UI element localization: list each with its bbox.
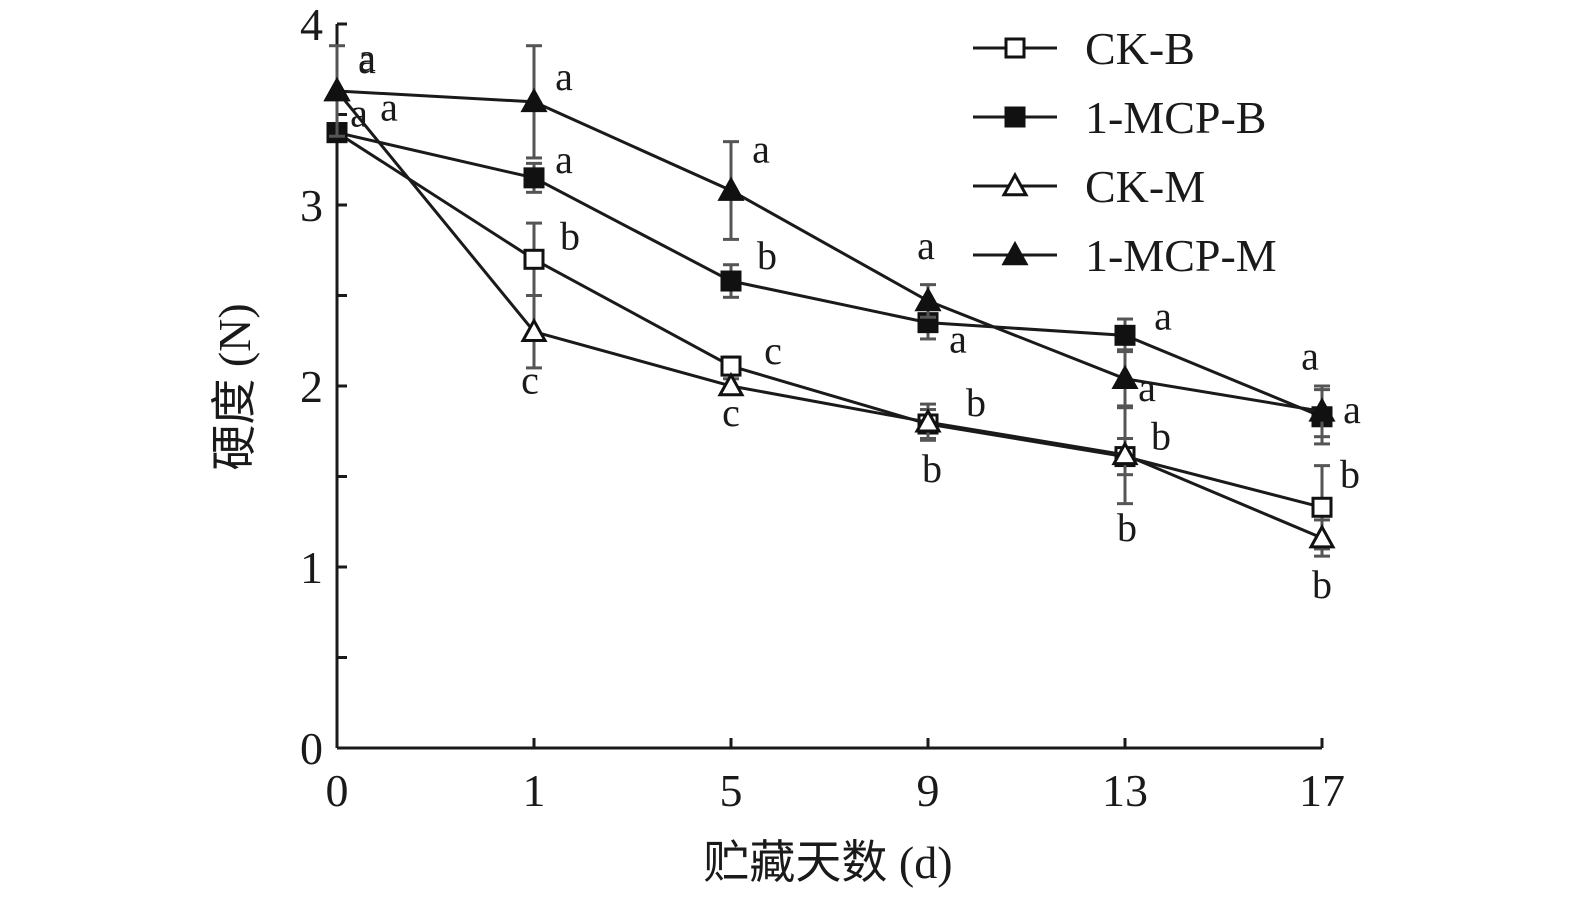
significance-label: b bbox=[1117, 505, 1137, 550]
significance-label: b bbox=[966, 380, 986, 425]
significance-label: b bbox=[922, 446, 942, 491]
data-point bbox=[914, 408, 942, 433]
y-tick-label: 1 bbox=[300, 542, 323, 593]
significance-label: a bbox=[917, 223, 935, 268]
legend-item: CK-M bbox=[973, 161, 1205, 212]
x-axis-title: 贮藏天数 (d) bbox=[703, 837, 952, 888]
data-point bbox=[520, 317, 548, 342]
legend: CK-B 1-MCP-B CK-M 1-MCP-M bbox=[973, 23, 1277, 281]
data-point bbox=[717, 176, 745, 201]
significance-label: a bbox=[1138, 365, 1156, 410]
data-point bbox=[1111, 364, 1139, 390]
series-line bbox=[336, 131, 1323, 419]
significance-label: a bbox=[358, 35, 376, 80]
x-tick-label: 13 bbox=[1102, 765, 1148, 816]
x-tick-label: 9 bbox=[917, 765, 940, 816]
significance-label: b bbox=[1312, 562, 1332, 607]
significance-label: b bbox=[560, 213, 580, 258]
data-point bbox=[1308, 523, 1336, 549]
data-point bbox=[1311, 496, 1333, 518]
series-line bbox=[335, 90, 1323, 540]
data-point bbox=[914, 286, 942, 312]
data-point bbox=[720, 270, 742, 292]
legend-item: CK-B bbox=[973, 23, 1195, 74]
data-point bbox=[1111, 440, 1139, 466]
significance-label: a bbox=[1343, 387, 1361, 432]
significance-label: a bbox=[358, 37, 376, 82]
significance-label: b bbox=[1151, 414, 1171, 459]
y-tick-label: 4 bbox=[300, 0, 323, 50]
legend-item: 1-MCP-B bbox=[973, 92, 1266, 143]
legend-marker bbox=[1004, 37, 1026, 59]
significance-label: b bbox=[757, 233, 777, 278]
significance-label: c bbox=[722, 390, 740, 435]
legend-label: CK-M bbox=[1085, 161, 1205, 212]
significance-label: a bbox=[949, 317, 967, 362]
legend-marker bbox=[1001, 240, 1029, 266]
significance-label: a bbox=[1301, 333, 1319, 378]
data-point bbox=[523, 248, 545, 270]
legend-marker bbox=[1001, 171, 1029, 197]
significance-label: a bbox=[555, 137, 573, 182]
significance-label: c bbox=[764, 328, 782, 373]
significance-label: a bbox=[350, 91, 368, 136]
legend-item: 1-MCP-M bbox=[973, 230, 1277, 281]
legend-label: 1-MCP-M bbox=[1085, 230, 1277, 281]
significance-label: a bbox=[1154, 293, 1172, 338]
significance-label: a bbox=[380, 85, 398, 130]
x-tick-label: 17 bbox=[1299, 765, 1345, 816]
legend-label: 1-MCP-B bbox=[1085, 92, 1266, 143]
series-line bbox=[336, 89, 1323, 413]
data-point bbox=[323, 76, 351, 102]
significance-label: b bbox=[1340, 451, 1360, 496]
x-tick-label: 5 bbox=[720, 765, 743, 816]
tick-labels: 0 1 2 3 4 0 1 5 9 13 17 bbox=[300, 0, 1345, 816]
significance-label: a bbox=[752, 127, 770, 172]
x-tick-label: 1 bbox=[523, 765, 546, 816]
data-point bbox=[520, 87, 548, 113]
data-point bbox=[1308, 397, 1336, 422]
data-point bbox=[717, 371, 745, 397]
significance-label: a bbox=[555, 54, 573, 99]
y-tick-label: 0 bbox=[300, 723, 323, 774]
significance-label: c bbox=[521, 358, 539, 403]
x-tick-label: 0 bbox=[326, 765, 349, 816]
y-axis-title: 硬度 (N) bbox=[209, 303, 260, 470]
data-point bbox=[523, 167, 545, 189]
y-tick-label: 2 bbox=[300, 361, 323, 412]
y-tick-label: 3 bbox=[300, 180, 323, 231]
ticks bbox=[335, 22, 1324, 750]
data-point bbox=[1114, 324, 1136, 346]
legend-marker bbox=[1004, 106, 1026, 128]
series-line bbox=[336, 131, 1323, 509]
legend-label: CK-B bbox=[1085, 23, 1195, 74]
